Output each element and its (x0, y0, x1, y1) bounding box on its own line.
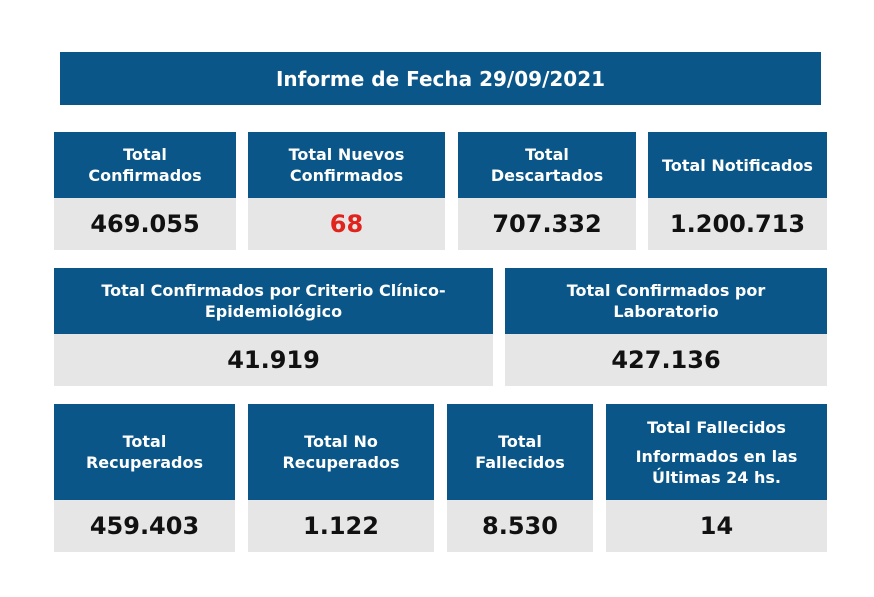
card-confirmados-laboratorio: Total Confirmados por Laboratorio 427.13… (505, 268, 827, 386)
card-total-recuperados: Total Recuperados 459.403 (54, 404, 235, 552)
report-title: Informe de Fecha 29/09/2021 (60, 52, 821, 105)
card-value: 707.332 (458, 198, 636, 250)
card-value: 41.919 (54, 334, 493, 386)
card-label: Total Descartados (458, 132, 636, 198)
card-confirmados-criterio-clinico: Total Confirmados por Criterio Clínico- … (54, 268, 493, 386)
card-value: 459.403 (54, 500, 235, 552)
card-label: Total No Recuperados (248, 404, 434, 500)
card-label: Total Confirmados (54, 132, 236, 198)
card-value: 469.055 (54, 198, 236, 250)
card-value: 14 (606, 500, 827, 552)
card-total-nuevos-confirmados: Total Nuevos Confirmados 68 (248, 132, 445, 250)
card-label: Total Fallecidos (447, 404, 593, 500)
card-label: Total Confirmados por Criterio Clínico- … (54, 268, 493, 334)
card-label: Total Confirmados por Laboratorio (505, 268, 827, 334)
card-label: Total Nuevos Confirmados (248, 132, 445, 198)
card-total-confirmados: Total Confirmados 469.055 (54, 132, 236, 250)
card-value: 68 (248, 198, 445, 250)
card-value: 1.200.713 (648, 198, 827, 250)
card-total-notificados: Total Notificados 1.200.713 (648, 132, 827, 250)
card-total-no-recuperados: Total No Recuperados 1.122 (248, 404, 434, 552)
card-fallecidos-ultimas-24hs: Total Fallecidos Informados en las Últim… (606, 404, 827, 552)
card-value: 1.122 (248, 500, 434, 552)
card-total-descartados: Total Descartados 707.332 (458, 132, 636, 250)
card-total-fallecidos: Total Fallecidos 8.530 (447, 404, 593, 552)
card-value: 427.136 (505, 334, 827, 386)
card-value: 8.530 (447, 500, 593, 552)
card-label-line1: Total Fallecidos (647, 417, 786, 437)
card-label: Total Fallecidos Informados en las Últim… (606, 404, 827, 500)
card-label-line2: Informados en las Últimas 24 hs. (635, 446, 798, 487)
card-label: Total Recuperados (54, 404, 235, 500)
card-label: Total Notificados (648, 132, 827, 198)
